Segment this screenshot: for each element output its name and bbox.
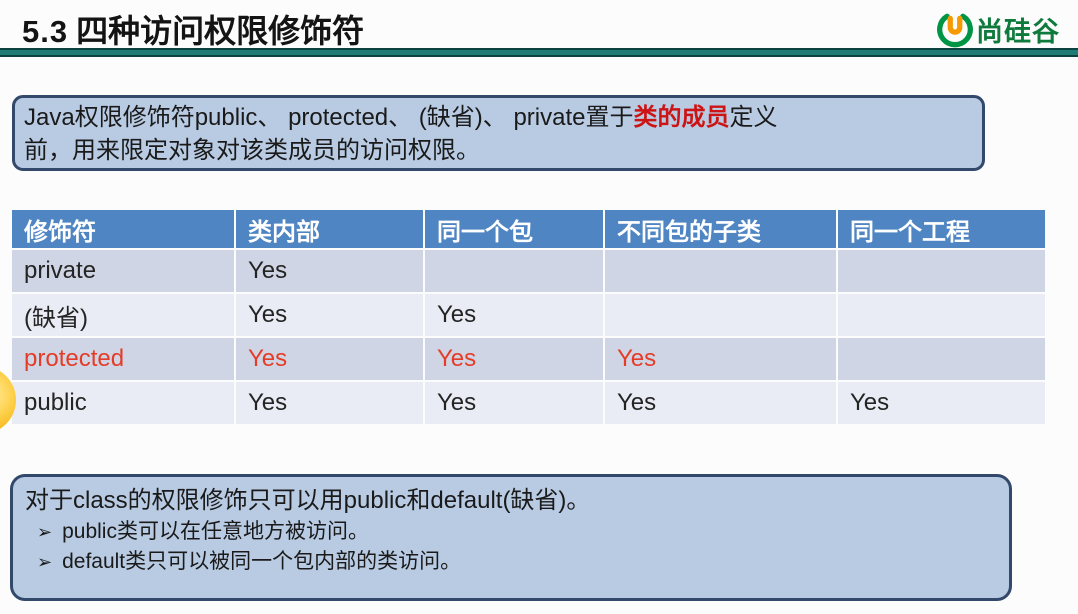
- page-title: 5.3 四种访问权限修饰符: [22, 6, 364, 52]
- arrow-bullet-icon: ➢: [37, 522, 53, 542]
- table-row-private: private Yes: [12, 250, 1045, 292]
- table-row-protected: protected Yes Yes Yes: [12, 338, 1045, 380]
- note-line-1: 对于class的权限修饰只可以用public和default(缺省)。: [25, 487, 591, 514]
- title-divider: [0, 48, 1078, 57]
- table-header-row: 修饰符 类内部 同一个包 不同包的子类 同一个工程: [12, 210, 1045, 248]
- col-header-inside-class: 类内部: [236, 210, 423, 248]
- note-bullet-default: ➢ default类只可以被同一个包内部的类访问。: [37, 547, 997, 577]
- intro-line-2: 前，用来限定对象对该类成员的访问权限。: [24, 137, 480, 164]
- col-header-modifier: 修饰符: [12, 210, 234, 248]
- col-header-same-package: 同一个包: [425, 210, 603, 248]
- intro-highlight: 类的成员: [633, 104, 730, 131]
- table-row-default: (缺省) Yes Yes: [12, 294, 1045, 336]
- table-row-public: public Yes Yes Yes Yes: [12, 382, 1045, 424]
- class-permission-note-box: 对于class的权限修饰只可以用public和default(缺省)。 ➢ pu…: [10, 474, 1012, 601]
- col-header-subclass-other-package: 不同包的子类: [605, 210, 836, 248]
- brand-logo-text: 尚硅谷: [976, 17, 1060, 47]
- col-header-same-project: 同一个工程: [838, 210, 1045, 248]
- brand-logo: 尚硅谷: [936, 10, 1060, 49]
- arrow-bullet-icon: ➢: [37, 552, 53, 572]
- page-title-text: 四种访问权限修饰符: [76, 13, 365, 49]
- note-bullet-public: ➢ public类可以在任意地方被访问。: [37, 517, 997, 547]
- shangguigu-logo-icon: [936, 11, 974, 49]
- intro-callout-box: Java权限修饰符public、 protected、 (缺省)、 privat…: [12, 95, 985, 171]
- access-modifier-table: 修饰符 类内部 同一个包 不同包的子类 同一个工程 private Yes (缺…: [10, 208, 1047, 426]
- intro-line-1: Java权限修饰符public、 protected、 (缺省)、 privat…: [24, 104, 778, 131]
- page-title-number: 5.3: [22, 14, 69, 49]
